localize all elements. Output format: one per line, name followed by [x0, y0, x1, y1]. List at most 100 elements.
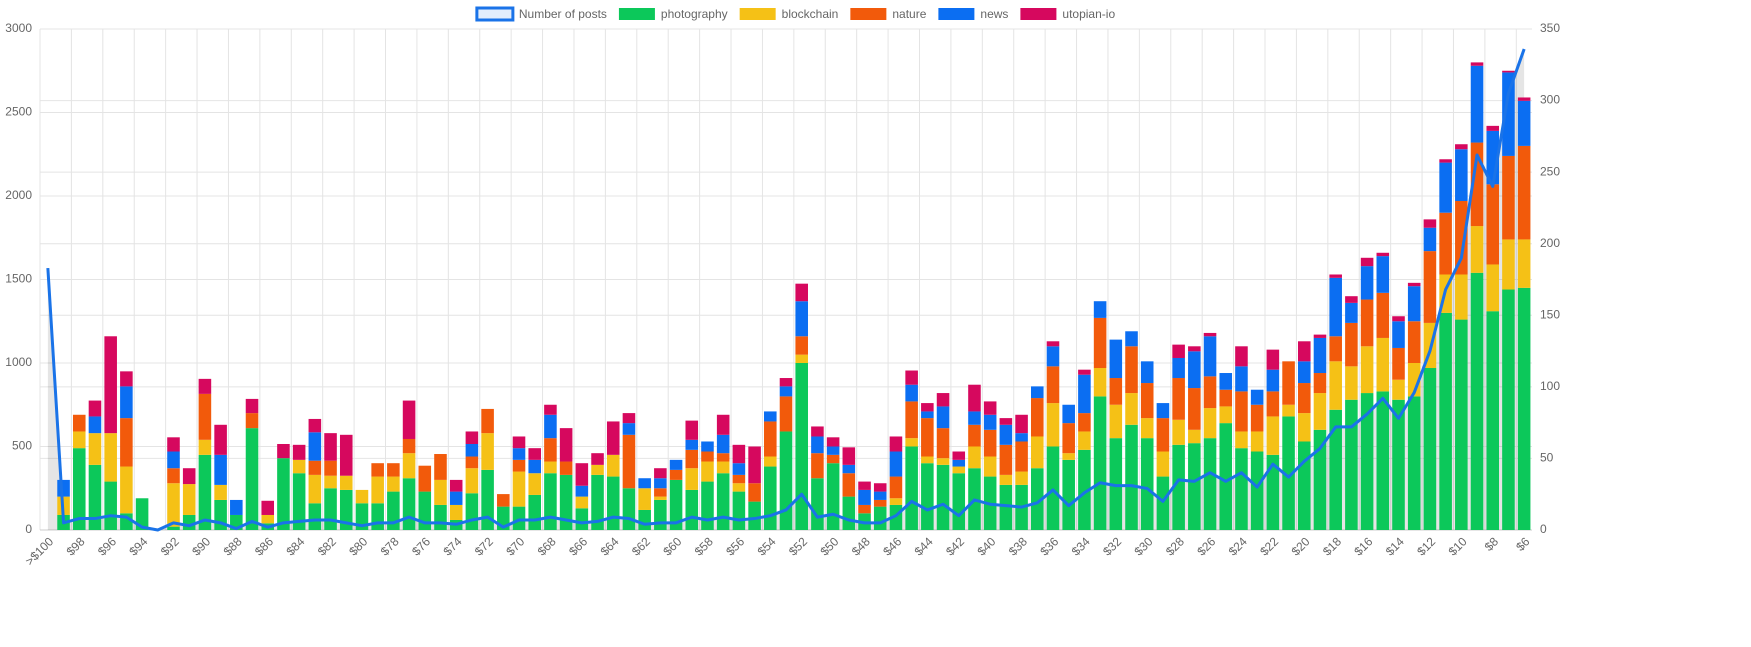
line-area	[47, 49, 1525, 530]
bar-segment	[575, 508, 589, 530]
x-tick-label: $56	[723, 534, 747, 558]
bar-segment	[355, 489, 369, 504]
bar-segment	[1486, 184, 1500, 265]
bar-segment	[1517, 145, 1531, 240]
bar-segment	[1109, 404, 1123, 439]
bar-segment	[575, 463, 589, 486]
bar-segment	[1125, 393, 1138, 425]
bar-segment	[371, 463, 384, 477]
bar-segment	[669, 479, 683, 530]
bar-segment	[1093, 301, 1107, 318]
bar-segment	[685, 468, 699, 490]
bar-segment	[1188, 429, 1201, 444]
x-tick-label: $64	[598, 534, 622, 558]
x-tick-label: $66	[566, 534, 590, 558]
bar-segment	[88, 433, 102, 465]
bar-segment	[999, 474, 1013, 485]
bar-segment	[1172, 378, 1185, 420]
bar-segment	[1140, 418, 1154, 439]
bar-segment	[214, 484, 227, 500]
bar-segment	[292, 444, 306, 460]
bar-segment	[1140, 438, 1154, 530]
bar-segment	[245, 413, 259, 429]
bar-segment	[434, 454, 447, 480]
bar-segment	[1125, 331, 1138, 347]
legend-label: news	[980, 7, 1008, 21]
bar-segment	[308, 432, 322, 461]
bar-segment	[1156, 403, 1170, 419]
bar-segment	[669, 469, 683, 480]
bar-segment	[245, 428, 259, 530]
legend-swatch	[475, 6, 515, 22]
bar-segment	[1125, 346, 1138, 394]
x-tick-label: $48	[849, 534, 873, 558]
y-tick-label: 1000	[5, 355, 32, 369]
bar-segment	[214, 424, 227, 455]
bar-segment	[764, 466, 777, 530]
x-tick-label: $42	[943, 534, 967, 558]
x-tick-label: $62	[629, 534, 653, 558]
bar-segment	[465, 493, 479, 530]
bar-segment	[1297, 413, 1311, 442]
bar-segment	[88, 464, 102, 530]
bar-segment	[167, 437, 180, 452]
bar-segment	[685, 439, 699, 450]
bar-segment	[606, 421, 620, 455]
bar-segment	[1297, 361, 1311, 384]
bar-segment	[339, 489, 353, 530]
bar-segment	[434, 504, 447, 530]
bar-segment	[1517, 287, 1531, 530]
bar-segment	[1439, 159, 1452, 163]
bar-segment	[120, 466, 133, 514]
bar-segment	[1486, 311, 1500, 530]
x-tick-label: $6	[1513, 534, 1533, 554]
bar-segment	[1313, 373, 1327, 394]
bar-segment	[591, 474, 604, 530]
bar-segment	[1423, 219, 1437, 228]
bar-segment	[606, 476, 620, 530]
bar-segment	[261, 514, 275, 524]
y-tick-label: 3000	[5, 21, 32, 35]
legend-label: nature	[892, 7, 926, 21]
bar-segment	[983, 401, 997, 415]
bar-segment	[1140, 361, 1154, 384]
bar-segment	[1250, 389, 1264, 405]
bar-segment	[544, 473, 557, 530]
bar-segment	[135, 498, 149, 530]
x-tick-label: $90	[189, 534, 213, 558]
bar-segment	[905, 384, 918, 402]
bar-segment	[1093, 396, 1107, 530]
bar-segment	[1313, 393, 1327, 430]
bar-segment	[1329, 274, 1342, 278]
bar-segment	[182, 514, 196, 530]
bar-segment	[1062, 459, 1075, 530]
bar-segment	[481, 433, 494, 470]
bar-segment	[104, 433, 117, 482]
bar-segment	[873, 491, 887, 500]
bar-segment	[1046, 403, 1060, 447]
bar-segment	[465, 456, 479, 469]
bar-segment	[1235, 346, 1248, 367]
y-tick-label: 2000	[5, 188, 32, 202]
bar-segment	[1250, 404, 1264, 432]
bar-segment	[120, 386, 133, 419]
x-tick-label: $14	[1383, 534, 1407, 558]
bar-segment	[465, 468, 479, 494]
bar-segment	[1031, 386, 1044, 399]
bar-segment	[779, 378, 793, 387]
x-tick-label: $76	[409, 534, 433, 558]
x-tick-label: $72	[472, 534, 496, 558]
bar-segment	[1188, 388, 1201, 430]
bar-segment	[905, 446, 918, 530]
x-tick-label: $32	[1100, 534, 1124, 558]
bar-segment	[826, 446, 840, 455]
bar-segment	[889, 451, 903, 477]
bar-segment	[858, 504, 871, 514]
x-tick-label: $78	[378, 534, 402, 558]
bar-segment	[1282, 404, 1295, 417]
bar-segment	[1219, 373, 1233, 390]
bar-segment	[1345, 322, 1358, 367]
x-tick-label: $30	[1132, 534, 1156, 558]
bar-segment	[324, 460, 337, 476]
bar-segment	[198, 378, 212, 394]
